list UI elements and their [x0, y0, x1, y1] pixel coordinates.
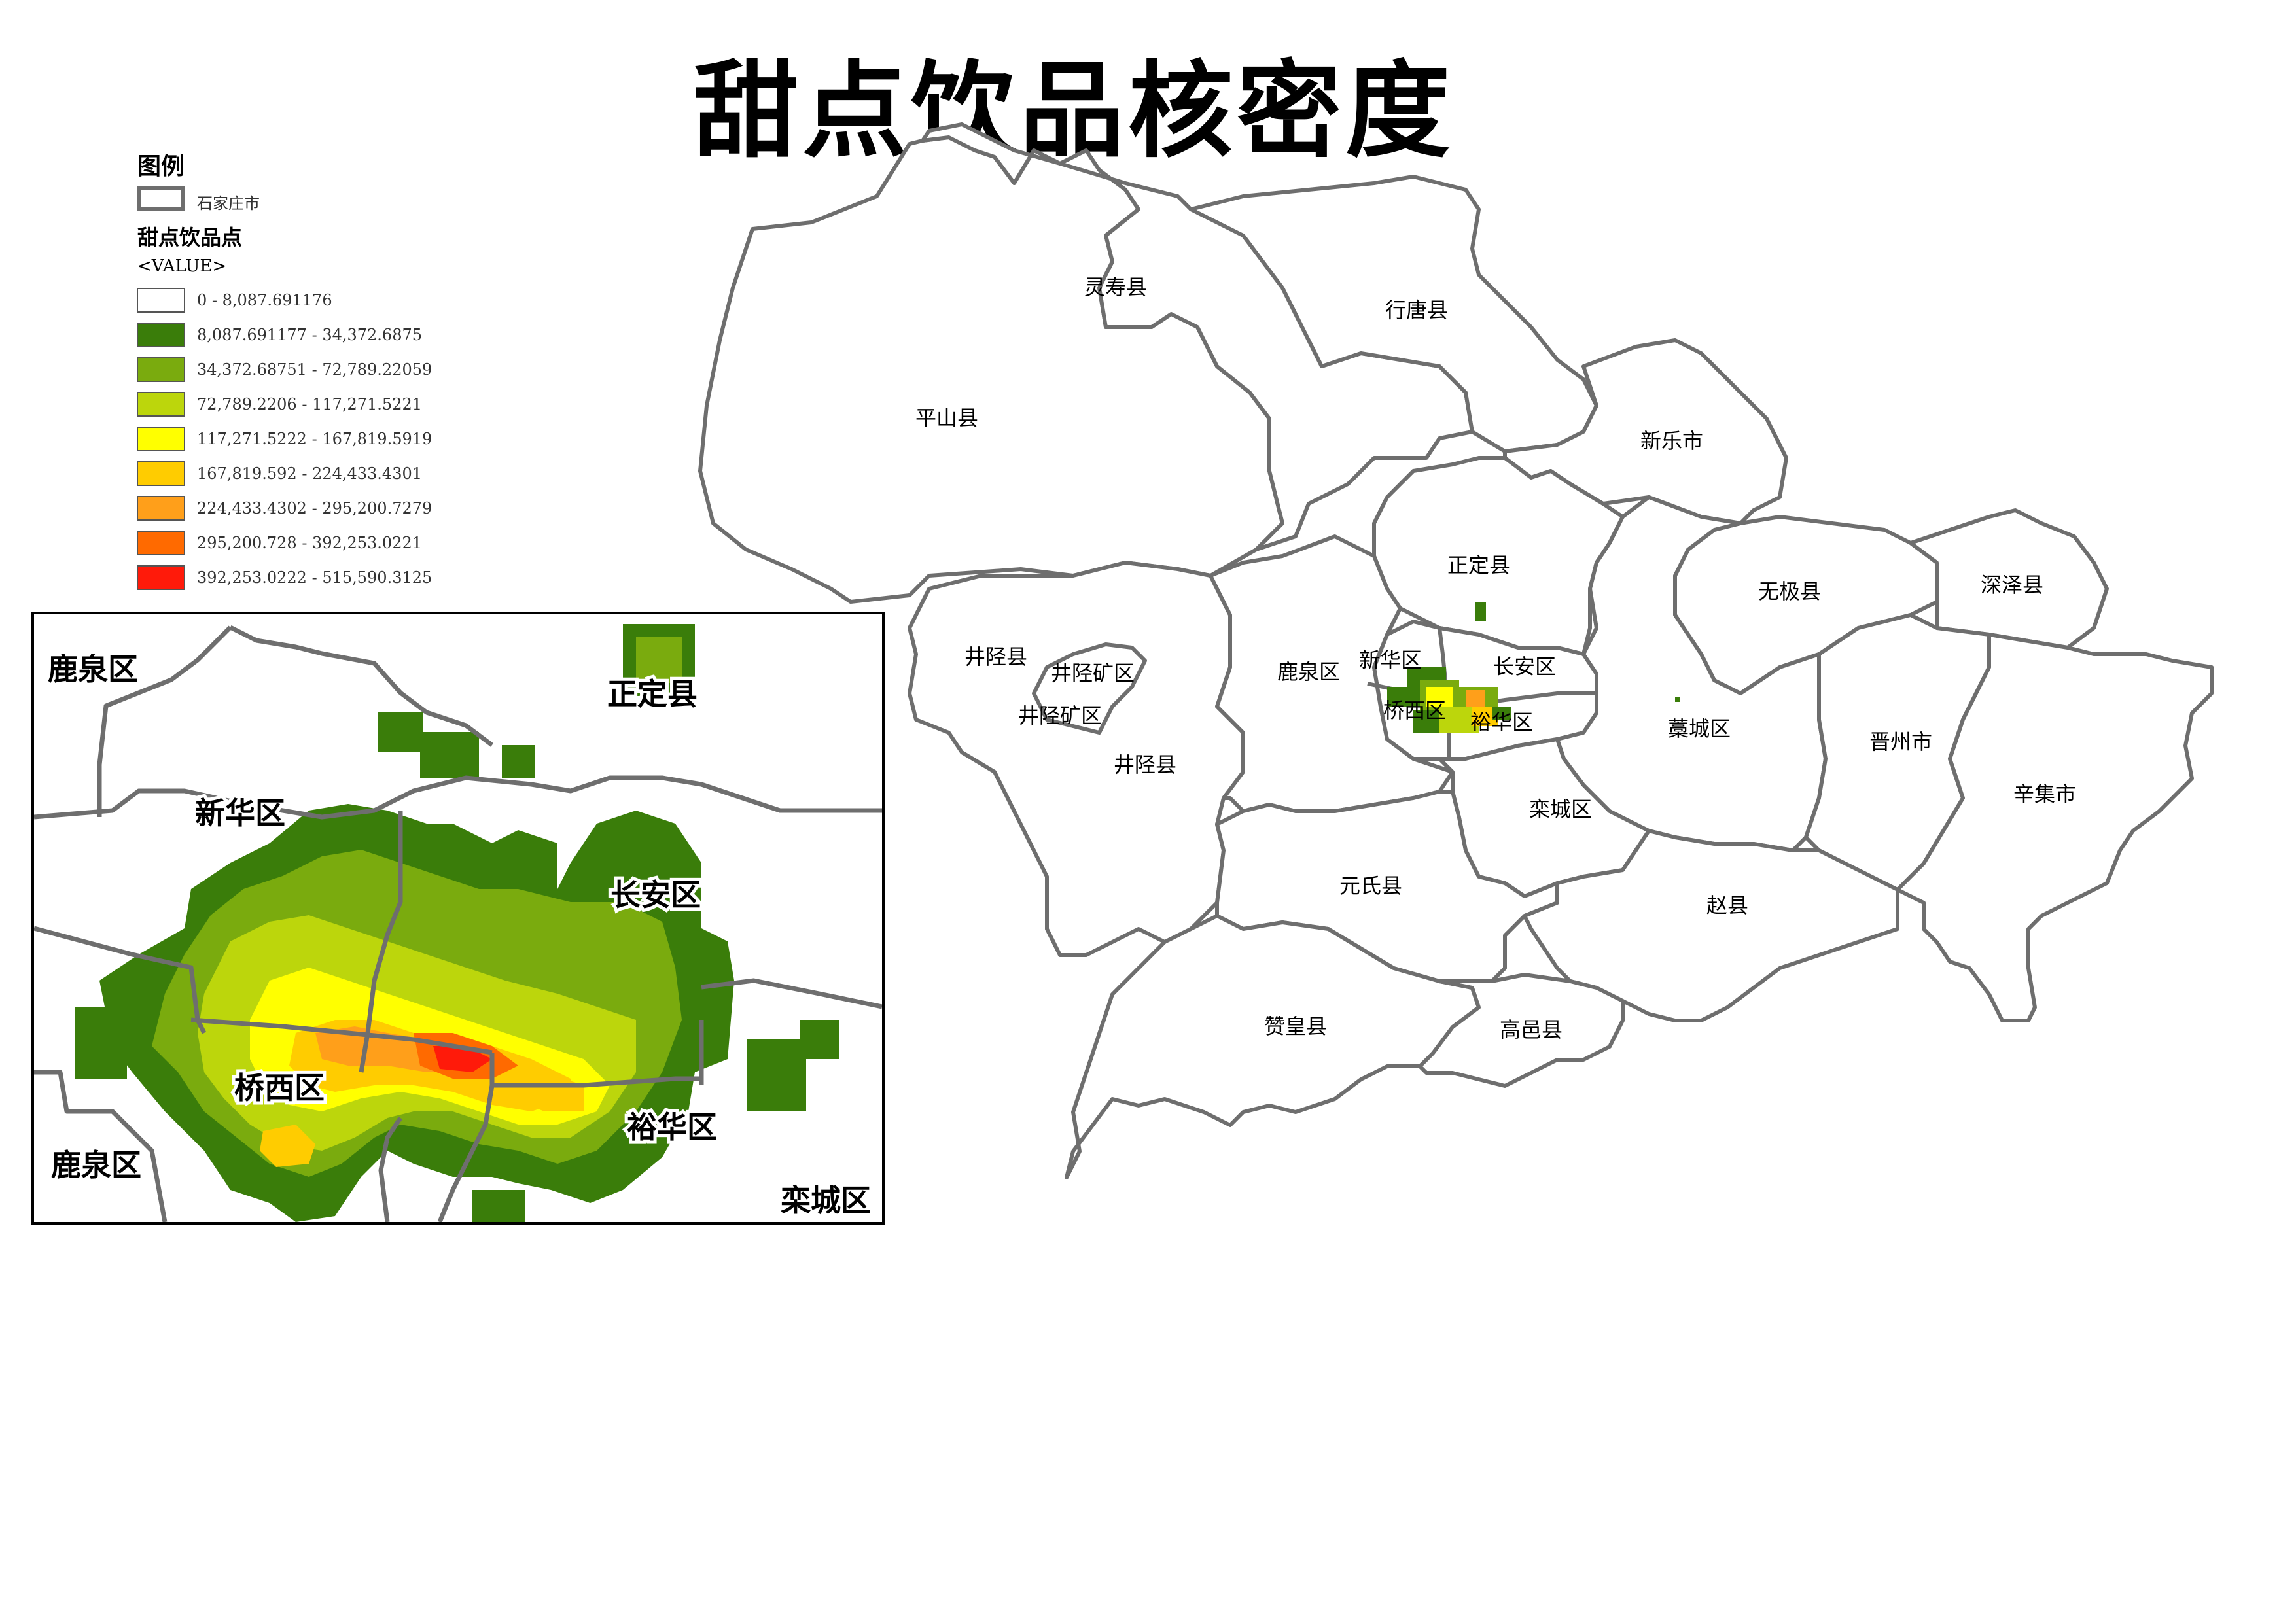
- label-jingxingkuang-1: 井陉矿区: [1051, 661, 1135, 686]
- inset-density: [75, 624, 839, 1222]
- inset-label-xinhua: 新华区: [195, 795, 285, 831]
- label-xingtang: 行唐县: [1385, 298, 1448, 323]
- label-jingxingkuang-2: 井陉矿区: [1018, 703, 1102, 728]
- legend-class-label: 0 - 8,087.691176: [197, 291, 332, 309]
- legend-heading: 图例: [137, 153, 185, 180]
- district-xinji: [1896, 633, 2214, 1022]
- label-zhaoxian: 赵县: [1706, 893, 1748, 918]
- label-yuanshi: 元氏县: [1339, 873, 1402, 898]
- label-shenze: 深泽县: [1981, 572, 2043, 597]
- district-zanhuang: [1065, 914, 1481, 1179]
- label-xinhua: 新华区: [1359, 648, 1422, 672]
- main-labels: 灵寿县 行唐县 平山县 新乐市 正定县 无极县 深泽县 井陉县 井陉矿区 井陉矿…: [915, 275, 2076, 1042]
- legend-swatch: [137, 392, 185, 417]
- inset-label-luquan-bottom: 鹿泉区: [51, 1147, 141, 1183]
- label-luquan: 鹿泉区: [1277, 659, 1340, 684]
- district-xingtang: [1189, 175, 1598, 453]
- legend-swatch: [137, 323, 185, 347]
- inset-label-yuhua: 裕华区: [627, 1109, 717, 1145]
- label-jingxing: 井陉县: [964, 644, 1027, 669]
- inset-label-changan: 长安区: [610, 877, 701, 913]
- district-jingxingkuang: [1032, 642, 1147, 735]
- legend-class-label: 167,819.592 - 224,433.4301: [197, 464, 423, 483]
- label-jinzhou: 晋州市: [1869, 729, 1932, 754]
- legend-value-label: <VALUE>: [137, 256, 227, 276]
- legend-boundary-label: 石家庄市: [197, 194, 260, 213]
- label-xinji: 辛集市: [2013, 782, 2076, 807]
- legend-class-label: 392,253.0222 - 515,590.3125: [197, 568, 433, 587]
- legend-swatch: [137, 565, 185, 590]
- label-zanhuang: 赞皇县: [1264, 1014, 1327, 1039]
- label-jingxing-2: 井陉县: [1114, 752, 1176, 777]
- legend-class-label: 117,271.5222 - 167,819.5919: [197, 430, 433, 448]
- legend: 图例 石家庄市 甜点饮品点 <VALUE> 0 - 8,087.691176 8,…: [134, 147, 501, 599]
- inset-label-luancheng: 栾城区: [781, 1183, 871, 1218]
- inset-label-luquan-top: 鹿泉区: [48, 652, 138, 687]
- legend-class-label: 224,433.4302 - 295,200.7279: [197, 499, 433, 517]
- label-changan: 长安区: [1493, 654, 1556, 679]
- label-gaoyi: 高邑县: [1500, 1017, 1563, 1042]
- legend-layer-label: 甜点饮品点: [137, 225, 243, 250]
- inset-svg: 鹿泉区 正定县 新华区 长安区 桥西区 裕华区 鹿泉区 栾城区: [34, 624, 882, 1222]
- legend-boundary-swatch: [137, 186, 185, 211]
- main-density: [1387, 602, 1680, 733]
- inset-labels: 鹿泉区 正定县 新华区 长安区 桥西区 裕华区 鹿泉区 栾城区: [44, 648, 874, 1221]
- label-lingshou: 灵寿县: [1084, 275, 1147, 300]
- label-xinle: 新乐市: [1640, 428, 1703, 453]
- legend-class-label: 72,789.2206 - 117,271.5221: [197, 395, 423, 413]
- inset-label-zhengding: 正定县: [607, 676, 698, 712]
- inset-boundaries: [34, 625, 882, 1222]
- legend-class-label: 8,087.691177 - 34,372.6875: [197, 326, 423, 344]
- label-yuhua: 裕华区: [1470, 710, 1533, 735]
- label-pingshan: 平山县: [915, 406, 978, 430]
- legend-swatch: [137, 496, 185, 521]
- district-jingxing: [908, 561, 1245, 957]
- inset-label-qiaoxi: 桥西区: [234, 1070, 325, 1106]
- legend-swatch: [137, 288, 185, 313]
- legend-swatch: [137, 461, 185, 486]
- legend-swatch: [137, 427, 185, 451]
- map-title: 甜点饮品核密度: [694, 49, 1455, 172]
- label-luancheng: 栾城区: [1529, 797, 1592, 822]
- label-gaocheng: 藁城区: [1668, 716, 1731, 741]
- legend-class-label: 295,200.728 - 392,253.0221: [197, 534, 423, 552]
- legend-swatch: [137, 531, 185, 555]
- label-wuji: 无极县: [1758, 579, 1821, 604]
- inset-map: 鹿泉区 正定县 新华区 长安区 桥西区 裕华区 鹿泉区 栾城区: [31, 612, 885, 1225]
- label-zhengding: 正定县: [1447, 553, 1510, 578]
- legend-swatch: [137, 357, 185, 382]
- district-zhaoxian: [1523, 829, 1899, 1022]
- label-qiaoxi: 桥西区: [1383, 698, 1446, 723]
- district-gaoyi: [1418, 973, 1625, 1088]
- legend-class-label: 34,372.68751 - 72,789.22059: [197, 360, 433, 379]
- district-shenze: [1909, 508, 2109, 650]
